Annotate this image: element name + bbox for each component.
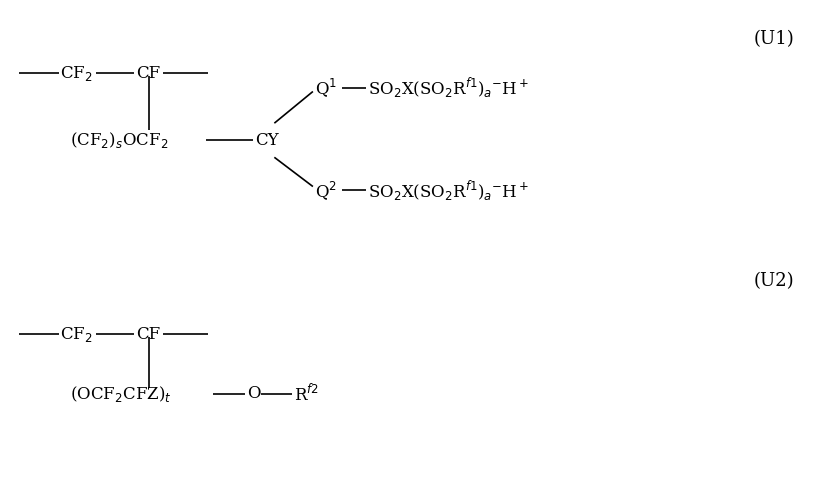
Text: (OCF$_2$CFZ)$_t$: (OCF$_2$CFZ)$_t$ [70,384,172,404]
Text: CF$_2$: CF$_2$ [60,64,93,83]
Text: CF$_2$: CF$_2$ [60,325,93,344]
Text: SO$_2$X(SO$_2$R$^{f1}$)$_a$$\mathregular{^{-}}$H$^+$: SO$_2$X(SO$_2$R$^{f1}$)$_a$$\mathregular… [368,178,529,203]
Text: (U2): (U2) [754,272,795,289]
Text: (U1): (U1) [754,31,795,48]
Text: CF: CF [135,326,160,343]
Text: CF: CF [135,65,160,82]
Text: Q$^1$: Q$^1$ [315,76,337,99]
Text: O: O [247,385,261,402]
Text: R$^{f2}$: R$^{f2}$ [294,383,319,404]
Text: CY: CY [254,132,278,149]
Text: SO$_2$X(SO$_2$R$^{f1}$)$_a$$\mathregular{^{-}}$H$^+$: SO$_2$X(SO$_2$R$^{f1}$)$_a$$\mathregular… [368,75,529,100]
Text: (CF$_2$)$_s$OCF$_2$: (CF$_2$)$_s$OCF$_2$ [70,130,169,150]
Text: Q$^2$: Q$^2$ [315,179,337,202]
